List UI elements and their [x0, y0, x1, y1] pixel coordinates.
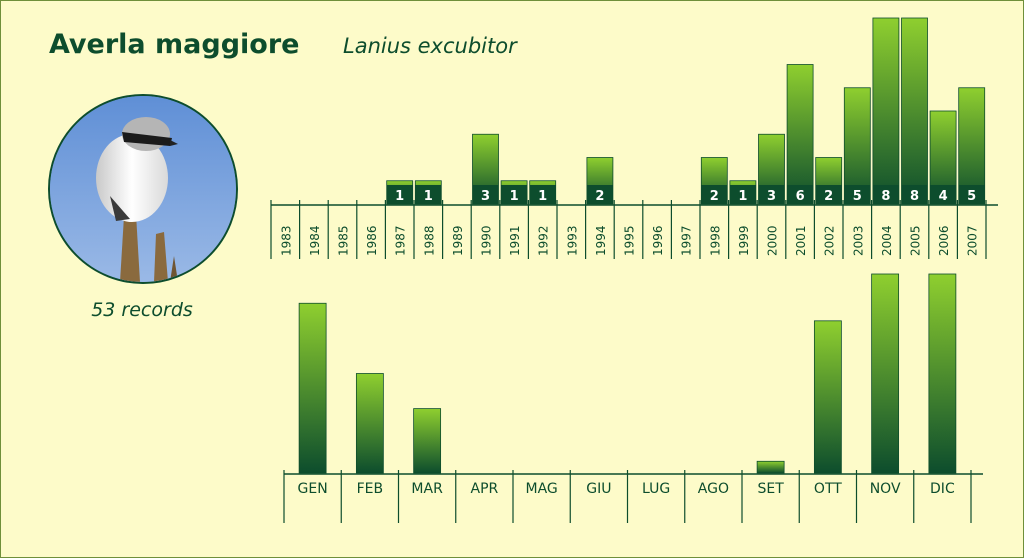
year-bar-value: 5	[853, 189, 862, 204]
month-tick-label: APR	[471, 481, 499, 497]
year-bar-label-bg	[472, 185, 499, 204]
year-bar-value: 1	[538, 189, 547, 204]
year-tick-label: 2005	[909, 225, 923, 256]
year-tick-label: 2006	[937, 225, 951, 256]
year-bar	[786, 64, 814, 205]
year-bar	[958, 87, 986, 205]
month-tick-label: DIC	[930, 481, 955, 497]
year-tick-label: 1994	[594, 225, 608, 256]
year-bar	[843, 87, 871, 205]
year-tick-label: 1986	[365, 225, 379, 256]
year-bar-label-bg	[787, 185, 814, 204]
year-bar	[872, 17, 900, 205]
month-tick-label: OTT	[814, 481, 842, 497]
month-tick-label: NOV	[870, 481, 901, 497]
year-bar-label-bg	[415, 185, 442, 204]
year-bar-value: 2	[710, 189, 719, 204]
year-bar	[901, 17, 928, 205]
month-tick-label: GIU	[586, 481, 611, 497]
year-tick-label: 2004	[880, 225, 894, 256]
year-bar-value: 1	[424, 189, 433, 204]
year-tick-label: 1991	[508, 225, 522, 256]
year-tick-label: 1999	[737, 225, 751, 256]
year-bar-label-bg	[958, 185, 985, 204]
month-tick-label: LUG	[642, 481, 670, 497]
monthly-chart: GEN FEB MAR APR MAG GIU LUG AGO SET OTT NOV DIC	[283, 273, 983, 523]
year-bar-label-bg	[586, 185, 613, 204]
month-bar	[298, 302, 327, 474]
month-tick-label: AGO	[698, 481, 729, 497]
year-bar-label-bg	[501, 185, 528, 204]
year-bar-label-bg	[901, 185, 928, 204]
page-title: Averla maggiore	[49, 29, 300, 60]
year-tick-label: 2007	[966, 225, 980, 256]
year-tick-label: 1993	[565, 225, 579, 256]
year-tick-label: 2001	[794, 225, 808, 256]
year-bar-value: 5	[967, 189, 976, 204]
month-tick-label: MAG	[525, 481, 557, 497]
year-tick-label: 2003	[851, 225, 865, 256]
bird-photo	[48, 94, 238, 284]
month-tick-label: MAR	[411, 481, 443, 497]
year-bar-label-bg	[930, 185, 957, 204]
shrike-illustration	[50, 96, 236, 282]
year-bar-label-bg	[529, 185, 556, 204]
year-bar-label-bg	[701, 185, 728, 204]
year-tick-label: 1984	[308, 225, 322, 256]
year-bar-value: 8	[881, 189, 890, 204]
year-bar-value: 4	[939, 189, 948, 204]
year-bar-value: 3	[481, 189, 490, 204]
records-count: 53 records	[91, 299, 193, 321]
year-bar-value: 2	[824, 189, 833, 204]
year-bar-label-bg	[729, 185, 756, 204]
year-tick-label: 1989	[451, 225, 465, 256]
month-bar	[756, 460, 785, 474]
year-tick-label: 1990	[480, 225, 494, 256]
year-bar-label-bg	[872, 185, 899, 204]
year-tick-label: 1987	[394, 225, 408, 256]
year-tick-label: 1998	[708, 225, 722, 256]
year-bar-value: 6	[796, 189, 805, 204]
year-bar-value: 1	[510, 189, 519, 204]
year-bar-value: 1	[395, 189, 404, 204]
year-tick-label: 1997	[680, 225, 694, 256]
year-bar-label-bg	[815, 185, 842, 204]
yearly-chart: 1983 1984 1985 1986 1 1987 1 1988 1989 3 1990 1 1991…	[270, 17, 998, 259]
month-tick-label: GEN	[298, 481, 328, 497]
year-tick-label: 2002	[823, 225, 837, 256]
year-bar-label-bg	[386, 185, 413, 204]
month-tick-label: SET	[757, 481, 784, 497]
year-bar-value: 8	[910, 189, 919, 204]
year-bar-value: 1	[738, 189, 747, 204]
species-latin-name: Lanius excubitor	[343, 34, 517, 58]
month-bar	[355, 373, 384, 474]
year-tick-label: 1988	[422, 225, 436, 256]
year-bar-label-bg	[758, 185, 785, 204]
year-tick-label: 1996	[651, 225, 665, 256]
year-tick-label: 1983	[279, 225, 293, 256]
year-tick-label: 2000	[766, 225, 780, 256]
year-tick-label: 1995	[623, 225, 637, 256]
year-bar-value: 2	[595, 189, 604, 204]
month-bar	[871, 273, 900, 474]
year-tick-label: 1992	[537, 225, 551, 256]
month-bar	[813, 320, 842, 474]
month-bar	[928, 273, 957, 474]
year-tick-label: 1985	[337, 225, 351, 256]
month-bar	[413, 408, 442, 474]
year-bar-value: 3	[767, 189, 776, 204]
year-bar-label-bg	[844, 185, 871, 204]
month-tick-label: FEB	[357, 481, 384, 497]
